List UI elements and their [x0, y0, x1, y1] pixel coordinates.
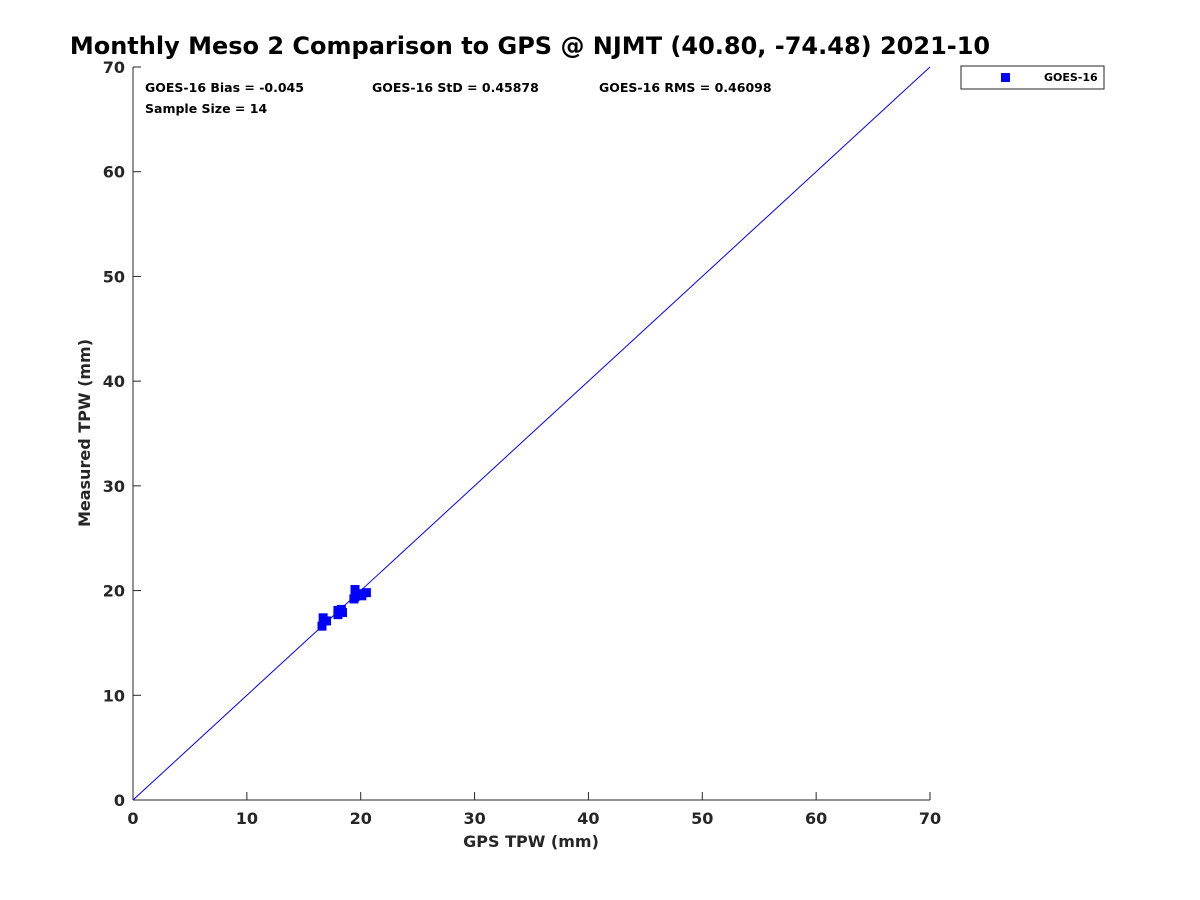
- plot-area: 0 10 20 30 40 50 60 70 0 10 20 30 40 50 60 70: [103, 58, 941, 828]
- data-point: [350, 592, 360, 602]
- x-ticks: 0 10 20 30 40 50 60 70: [127, 792, 941, 828]
- legend-marker: [1001, 73, 1010, 82]
- one-to-one-line: [132, 66, 931, 801]
- y-tick-label: 20: [103, 582, 125, 601]
- data-point: [350, 585, 360, 595]
- y-tick-label: 30: [103, 477, 125, 496]
- stat-rms: GOES-16 RMS = 0.46098: [599, 80, 772, 95]
- y-axis-label: Measured TPW (mm): [75, 339, 94, 527]
- legend-box: [960, 65, 1105, 90]
- data-point: [322, 616, 332, 626]
- y-tick-label: 70: [103, 58, 125, 77]
- x-tick-label: 30: [463, 809, 485, 828]
- y-ticks: 0 10 20 30 40 50 60 70: [103, 58, 141, 810]
- x-tick-label: 20: [350, 809, 372, 828]
- legend-label: GOES-16: [1044, 71, 1098, 84]
- data-point: [357, 591, 367, 601]
- x-tick-label: 0: [127, 809, 138, 828]
- data-point: [337, 608, 347, 618]
- stat-bias: GOES-16 Bias = -0.045: [145, 80, 304, 95]
- y-tick-label: 50: [103, 267, 125, 286]
- y-tick-label: 0: [114, 791, 125, 810]
- legend: GOES-16: [960, 65, 1105, 90]
- x-axis-label: GPS TPW (mm): [463, 832, 599, 851]
- data-point: [361, 588, 371, 598]
- x-tick-label: 70: [919, 809, 941, 828]
- y-tick-label: 40: [103, 372, 125, 391]
- y-tick-label: 10: [103, 686, 125, 705]
- chart-title: Monthly Meso 2 Comparison to GPS @ NJMT …: [70, 32, 990, 60]
- stat-sample-size: Sample Size = 14: [145, 101, 267, 116]
- data-points: [317, 585, 371, 631]
- stat-std: GOES-16 StD = 0.45878: [372, 80, 539, 95]
- data-point: [317, 621, 327, 631]
- x-tick-label: 10: [236, 809, 258, 828]
- x-tick-label: 40: [577, 809, 599, 828]
- x-tick-label: 50: [691, 809, 713, 828]
- y-tick-label: 60: [103, 163, 125, 182]
- stats-block: GOES-16 Bias = -0.045 GOES-16 StD = 0.45…: [145, 80, 772, 116]
- x-tick-label: 60: [805, 809, 827, 828]
